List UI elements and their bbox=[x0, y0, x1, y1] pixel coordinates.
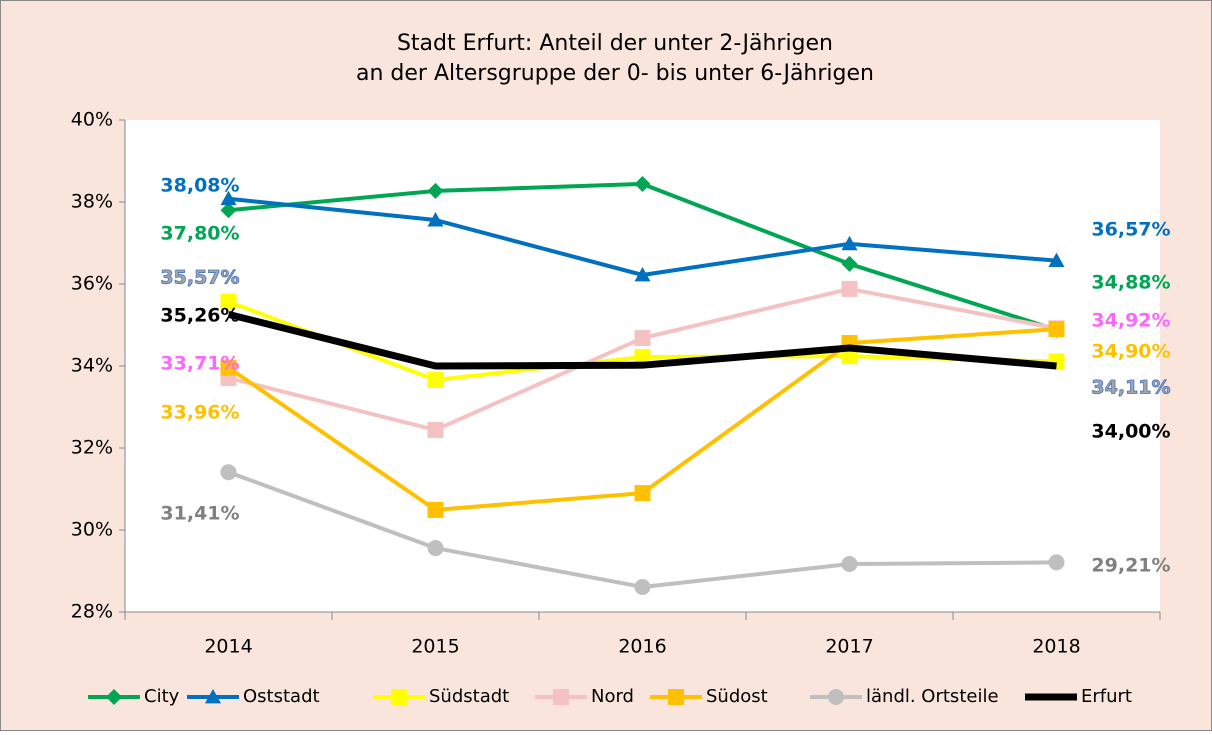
legend-item: Nord bbox=[535, 686, 634, 707]
data-label: 33,71% bbox=[160, 353, 239, 375]
series-line bbox=[227, 310, 1057, 370]
marker bbox=[106, 689, 122, 705]
marker bbox=[427, 501, 444, 518]
marker bbox=[427, 212, 444, 227]
marker bbox=[634, 578, 651, 595]
marker bbox=[220, 190, 237, 206]
marker bbox=[220, 202, 237, 219]
marker bbox=[1048, 321, 1065, 338]
marker bbox=[841, 235, 858, 251]
legend-label: Nord bbox=[591, 686, 634, 707]
marker bbox=[553, 689, 569, 705]
x-tick-label: 2017 bbox=[825, 636, 873, 658]
x-tick-label: 2014 bbox=[204, 636, 252, 658]
marker bbox=[427, 421, 444, 438]
marker bbox=[634, 175, 651, 192]
legend-label: ländl. Ortsteile bbox=[866, 686, 999, 707]
legend-item: ländl. Ortsteile bbox=[810, 686, 999, 707]
data-label: 34,00% bbox=[1091, 421, 1170, 443]
data-label: 35,57% bbox=[160, 267, 239, 289]
marker bbox=[391, 689, 407, 705]
legend-label: Erfurt bbox=[1081, 686, 1132, 707]
data-label: 36,57% bbox=[1091, 219, 1170, 241]
legend-item: Südost bbox=[650, 686, 768, 707]
legend-label: Südost bbox=[706, 686, 768, 707]
marker bbox=[841, 348, 858, 365]
data-label: 34,11% bbox=[1091, 377, 1170, 399]
y-tick-label: 28% bbox=[71, 601, 113, 623]
x-tick-label: 2018 bbox=[1032, 636, 1080, 658]
chart-title: an der Altersgruppe der 0- bis unter 6-J… bbox=[356, 61, 874, 86]
marker bbox=[634, 330, 651, 347]
data-label: 31,41% bbox=[160, 503, 239, 525]
x-tick-label: 2015 bbox=[411, 636, 459, 658]
data-label: 34,92% bbox=[1091, 310, 1170, 332]
marker bbox=[427, 540, 444, 557]
legend-item: Oststadt bbox=[187, 686, 320, 707]
marker bbox=[220, 359, 237, 376]
chart-title: Stadt Erfurt: Anteil der unter 2-Jährige… bbox=[397, 31, 833, 56]
marker bbox=[427, 182, 444, 199]
data-label: 29,21% bbox=[1091, 555, 1170, 577]
legend-item: Erfurt bbox=[1025, 686, 1132, 707]
y-tick-label: 34% bbox=[71, 355, 113, 377]
y-tick-label: 40% bbox=[71, 109, 113, 131]
marker bbox=[634, 348, 651, 365]
marker bbox=[841, 255, 858, 272]
legend-label: City bbox=[144, 686, 180, 707]
y-tick-label: 32% bbox=[71, 437, 113, 459]
marker bbox=[205, 689, 221, 704]
data-label: 35,26% bbox=[160, 305, 239, 327]
marker bbox=[220, 464, 237, 481]
marker bbox=[1048, 554, 1065, 571]
data-label: 37,80% bbox=[160, 223, 239, 245]
legend-item: City bbox=[88, 686, 180, 707]
y-tick-label: 30% bbox=[71, 519, 113, 541]
data-label: 34,88% bbox=[1091, 272, 1170, 294]
data-label: 38,08% bbox=[160, 175, 239, 197]
x-tick-label: 2016 bbox=[618, 636, 666, 658]
legend-label: Südstadt bbox=[429, 686, 509, 707]
data-label: 33,96% bbox=[160, 402, 239, 424]
marker bbox=[634, 266, 651, 282]
marker bbox=[828, 689, 844, 705]
marker bbox=[668, 689, 684, 705]
marker bbox=[220, 293, 237, 310]
marker bbox=[634, 485, 651, 502]
y-tick-label: 38% bbox=[71, 191, 113, 213]
marker bbox=[427, 371, 444, 388]
marker bbox=[841, 280, 858, 297]
marker bbox=[1048, 252, 1065, 268]
marker bbox=[841, 556, 858, 573]
y-tick-label: 36% bbox=[71, 273, 113, 295]
legend-label: Oststadt bbox=[243, 686, 320, 707]
legend-item: Südstadt bbox=[373, 686, 509, 707]
data-label: 34,90% bbox=[1091, 341, 1170, 363]
